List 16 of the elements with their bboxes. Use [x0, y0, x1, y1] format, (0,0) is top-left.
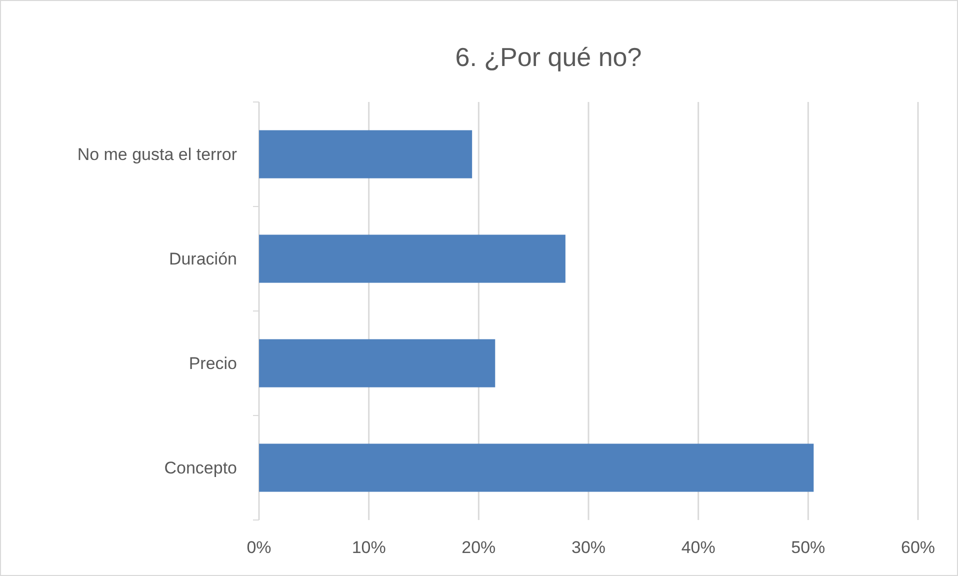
bar — [259, 339, 496, 388]
x-tick-label: 40% — [681, 538, 716, 557]
x-tick-label: 50% — [791, 538, 826, 557]
y-tick-label: Concepto — [164, 458, 237, 478]
x-tick-label: 10% — [352, 538, 386, 557]
bar — [259, 234, 566, 283]
x-tick-label: 20% — [462, 538, 496, 557]
bar — [259, 130, 472, 178]
chart-title: 6. ¿Por qué no? — [455, 42, 642, 72]
x-tick-label: 30% — [571, 538, 606, 557]
x-tick-label: 0% — [246, 538, 272, 557]
x-tick-label: 60% — [900, 538, 936, 557]
bar — [259, 444, 814, 492]
y-tick-label: No me gusta el terror — [77, 145, 238, 164]
y-tick-label: Precio — [188, 354, 237, 374]
y-tick-label: Duración — [168, 250, 237, 269]
